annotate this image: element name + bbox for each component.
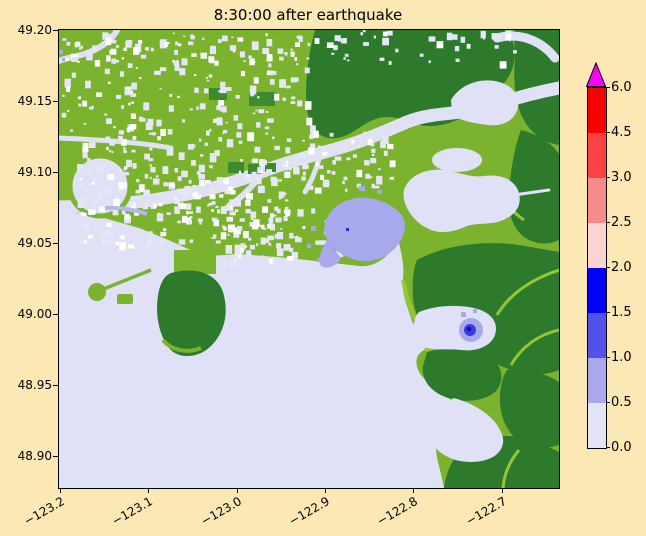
tick-mark	[606, 132, 610, 133]
tick-mark	[606, 177, 610, 178]
colorbar-segment	[588, 403, 606, 448]
tick-mark	[325, 488, 326, 493]
tick-mark	[606, 267, 610, 268]
y-tick-label: 49.20	[17, 23, 52, 37]
x-tick-label: −123.1	[109, 494, 155, 529]
tick-mark	[606, 402, 610, 403]
y-tick-label: 49.15	[17, 94, 52, 108]
map-plot-area	[58, 29, 560, 489]
tick-mark	[237, 488, 238, 493]
tick-mark	[53, 456, 58, 457]
y-tick-label: 49.10	[17, 165, 52, 179]
colorbar-segment	[588, 313, 606, 358]
peninsula-fringe	[161, 338, 202, 353]
colorbar-tick-label: 2.5	[611, 215, 632, 230]
jetty-causeway	[88, 268, 152, 304]
urban-speckles	[61, 30, 517, 267]
tick-mark	[148, 488, 149, 493]
tick-mark	[53, 243, 58, 244]
isthmus	[174, 250, 216, 274]
y-tick-label: 48.95	[17, 378, 52, 392]
peninsula-dark	[157, 270, 226, 357]
colorbar-segment	[588, 88, 606, 133]
tick-mark	[413, 488, 414, 493]
colorbar-segment	[588, 223, 606, 268]
tick-mark	[606, 87, 610, 88]
tick-mark	[53, 30, 58, 31]
y-tick-label: 48.90	[17, 449, 52, 463]
tick-mark	[53, 385, 58, 386]
upland-right-mid	[508, 130, 559, 244]
colorbar-tick-label: 3.0	[611, 170, 632, 185]
upland-east-of-bay	[499, 369, 559, 448]
flood-map	[59, 30, 559, 488]
x-tick-label: −123.0	[198, 494, 244, 529]
colorbar-tick-label: 2.0	[611, 260, 632, 275]
colorbar-tick-label: 4.5	[611, 125, 632, 140]
plot-title: 8:30:00 after earthquake	[213, 6, 403, 24]
tick-mark	[606, 312, 610, 313]
colorbar-tick-label: 0.5	[611, 395, 632, 410]
colorbar-tick-label: 0.0	[611, 440, 632, 455]
y-tick-label: 49.05	[17, 236, 52, 250]
tick-mark	[606, 357, 610, 358]
tick-mark	[502, 488, 503, 493]
flood-patch-southeast	[459, 309, 483, 342]
y-tick-label: 49.00	[17, 307, 52, 321]
tick-mark	[606, 447, 610, 448]
headland	[422, 348, 502, 401]
x-tick-label: −122.7	[463, 494, 509, 529]
x-tick-label: −122.8	[374, 494, 420, 529]
colorbar-over-arrow	[586, 62, 606, 87]
tick-mark	[53, 314, 58, 315]
colorbar-segment	[588, 268, 606, 313]
river-flood-tint	[59, 50, 148, 216]
colorbar-tick-label: 6.0	[611, 80, 632, 95]
colorbar-segment	[588, 133, 606, 178]
tick-mark	[606, 222, 610, 223]
colorbar-extend-triangle	[586, 62, 606, 87]
x-tick-label: −122.9	[286, 494, 332, 529]
colorbar-tick-label: 1.0	[611, 350, 632, 365]
tick-mark	[53, 172, 58, 173]
tick-mark	[60, 488, 61, 493]
colorbar-segment	[588, 358, 606, 403]
tick-mark	[53, 101, 58, 102]
colorbar-tick-label: 1.5	[611, 305, 632, 320]
flood-patch-central	[307, 186, 405, 268]
colorbar	[587, 87, 607, 449]
x-tick-label: −123.2	[21, 494, 68, 529]
colorbar-segment	[588, 178, 606, 223]
